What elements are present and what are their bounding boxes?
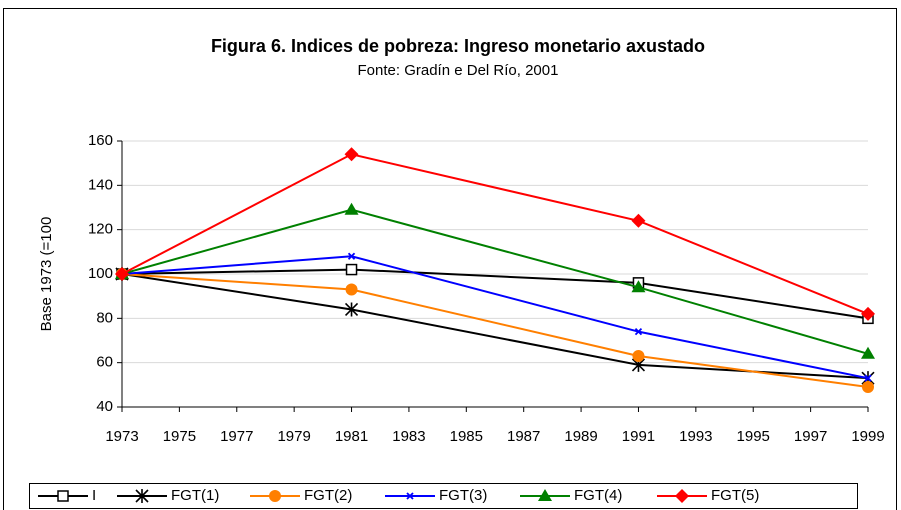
marker xyxy=(344,302,359,317)
marker xyxy=(675,489,689,503)
series-line xyxy=(121,153,869,315)
marker xyxy=(862,381,874,394)
legend-label: FGT(2) xyxy=(304,487,352,504)
chart-title: Figura 6. Indices de pobreza: Ingreso mo… xyxy=(211,36,705,56)
y-tick-label: 60 xyxy=(96,354,113,371)
chart-subtitle: Fonte: Gradín e Del Río, 2001 xyxy=(358,62,559,79)
y-tick-label: 80 xyxy=(96,309,113,326)
x-tick-label: 1975 xyxy=(163,428,196,445)
series-line xyxy=(121,208,869,355)
y-tick-label: 140 xyxy=(88,176,113,193)
marker xyxy=(344,147,359,162)
x-tick-label: 1985 xyxy=(450,428,483,445)
x-tick-label: 1991 xyxy=(622,428,655,445)
y-tick-label: 120 xyxy=(88,221,113,238)
marker xyxy=(57,490,69,502)
marker xyxy=(634,327,643,336)
x-tick-label: 1987 xyxy=(507,428,540,445)
x-tick-label: 1999 xyxy=(851,428,884,445)
x-tick-label: 1981 xyxy=(335,428,368,445)
marker xyxy=(538,489,552,501)
y-axis-label: Base 1973 (=100 xyxy=(38,217,55,332)
x-tick-label: 1989 xyxy=(564,428,597,445)
x-tick-label: 1993 xyxy=(679,428,712,445)
x-tick-label: 1979 xyxy=(277,428,310,445)
marker xyxy=(631,213,646,228)
marker xyxy=(345,283,358,296)
marker xyxy=(406,492,414,500)
y-tick-label: 100 xyxy=(88,265,113,282)
x-tick-label: 1983 xyxy=(392,428,425,445)
legend-label: I xyxy=(92,487,96,504)
series-line xyxy=(121,268,869,320)
marker xyxy=(631,280,646,293)
marker xyxy=(861,306,875,321)
marker xyxy=(345,263,358,276)
series-line xyxy=(121,273,869,389)
marker xyxy=(861,346,875,359)
marker xyxy=(864,374,872,382)
legend-label: FGT(4) xyxy=(574,487,622,504)
marker xyxy=(115,267,129,281)
x-tick-label: 1997 xyxy=(794,428,827,445)
marker xyxy=(344,202,359,215)
chart-frame xyxy=(3,8,897,510)
legend-label: FGT(3) xyxy=(439,487,487,504)
marker xyxy=(632,350,645,363)
x-tick-label: 1973 xyxy=(105,428,138,445)
y-tick-label: 40 xyxy=(96,398,113,415)
legend-box xyxy=(29,483,858,509)
x-tick-label: 1995 xyxy=(737,428,770,445)
marker xyxy=(269,490,281,502)
marker xyxy=(347,252,356,260)
legend-label: FGT(5) xyxy=(711,487,759,504)
legend-label: FGT(1) xyxy=(171,487,219,504)
y-tick-label: 160 xyxy=(88,132,113,149)
x-tick-label: 1977 xyxy=(220,428,253,445)
marker xyxy=(135,489,149,503)
series-line xyxy=(121,255,869,380)
